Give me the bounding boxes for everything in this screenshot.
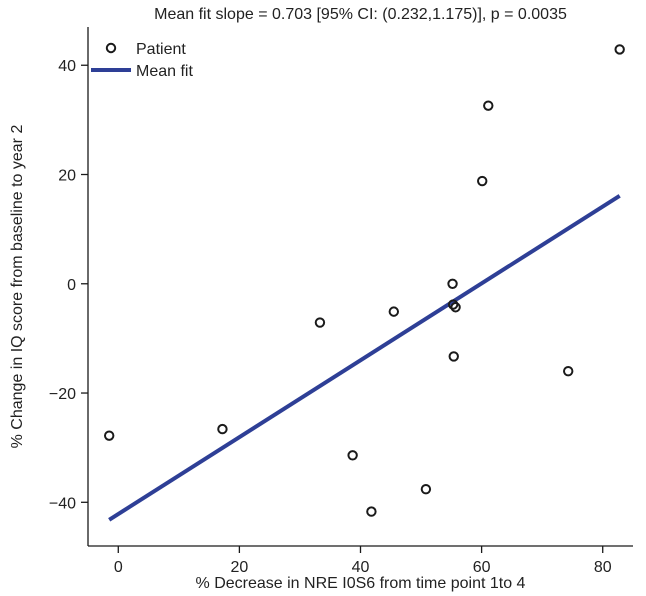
patient-point xyxy=(448,351,459,362)
y-tick-label: 0 xyxy=(67,277,76,294)
patient-point xyxy=(103,430,115,441)
x-tick-label: 0 xyxy=(114,559,123,576)
patient-point xyxy=(314,317,326,328)
legend-label-patient: Patient xyxy=(136,41,186,58)
patient-point xyxy=(347,450,358,461)
y-tick-label: 40 xyxy=(58,58,76,75)
y-axis-ticks: −40 −20 0 20 40 xyxy=(49,58,88,512)
y-tick-label: 20 xyxy=(58,168,76,185)
x-tick-label: 40 xyxy=(352,559,370,576)
patient-point xyxy=(477,175,488,187)
legend: Patient Mean fit xyxy=(91,41,193,80)
axes xyxy=(87,27,633,547)
patient-point xyxy=(447,278,458,289)
patient-point xyxy=(366,506,377,517)
patient-point xyxy=(563,365,574,377)
patient-point xyxy=(614,44,625,55)
plot-area xyxy=(103,44,625,522)
y-tick-label: −40 xyxy=(49,495,76,512)
y-tick-label: −20 xyxy=(49,386,76,403)
x-tick-label: 20 xyxy=(230,559,248,576)
patient-point xyxy=(217,423,228,435)
patient-point xyxy=(388,306,400,317)
chart-title: Mean fit slope = 0.703 [95% CI: (0.232,1… xyxy=(154,6,567,23)
legend-marker-patient xyxy=(105,42,117,54)
mean-fit-line xyxy=(108,194,621,522)
patient-point xyxy=(420,483,432,495)
patient-point xyxy=(447,299,459,310)
x-tick-label: 80 xyxy=(594,559,612,576)
x-tick-label: 60 xyxy=(473,559,491,576)
y-axis-title: % Change in IQ score from baseline to ye… xyxy=(9,125,26,449)
patient-point xyxy=(450,302,461,313)
x-axis-title: % Decrease in NRE I0S6 from time point 1… xyxy=(196,575,526,592)
x-axis-ticks: 0 20 40 60 80 xyxy=(114,546,612,576)
patient-point xyxy=(483,100,494,111)
legend-label-mean-fit: Mean fit xyxy=(136,63,193,80)
